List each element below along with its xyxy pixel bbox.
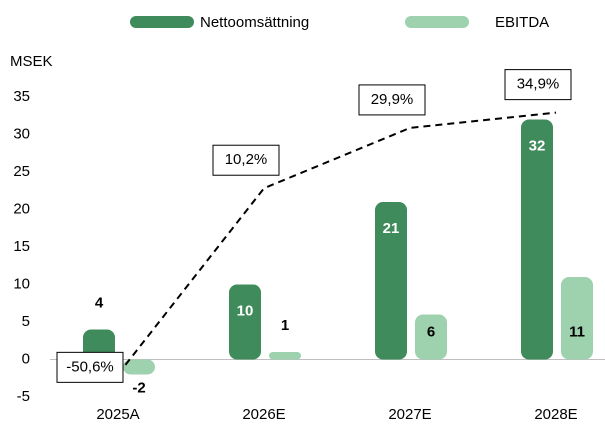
label-box bbox=[56, 351, 124, 383]
margin-label: 10,2% bbox=[225, 151, 268, 168]
margin-line bbox=[117, 111, 557, 375]
bar bbox=[123, 359, 155, 375]
legend-swatch bbox=[130, 16, 194, 28]
bar bbox=[269, 352, 301, 360]
data-label: 6 bbox=[427, 323, 435, 340]
label-box bbox=[358, 84, 426, 116]
x-tick-label: 2026E bbox=[242, 406, 285, 423]
bar bbox=[229, 284, 261, 360]
y-tick-label: 30 bbox=[13, 125, 30, 142]
y-tick-label: 0 bbox=[22, 350, 30, 367]
bar bbox=[561, 277, 593, 360]
margin-label: 29,9% bbox=[371, 91, 414, 108]
x-tick-label: 2027E bbox=[388, 406, 431, 423]
data-label: 4 bbox=[95, 294, 104, 311]
data-label: 32 bbox=[529, 137, 546, 154]
bar bbox=[415, 314, 447, 360]
label-box bbox=[212, 144, 280, 176]
margin-label: 34,9% bbox=[517, 76, 560, 93]
legend-label: Nettoomsättning bbox=[200, 14, 309, 31]
margin-label: -50,6% bbox=[66, 358, 114, 375]
y-tick-label: 25 bbox=[13, 163, 30, 180]
y-tick-label: 15 bbox=[13, 238, 30, 255]
y-tick-label: 20 bbox=[13, 200, 30, 217]
y-tick-label: 5 bbox=[22, 313, 30, 330]
x-tick-label: 2025A bbox=[96, 406, 139, 423]
y-tick-label: -5 bbox=[17, 388, 30, 405]
data-label: 11 bbox=[569, 323, 585, 340]
bar bbox=[375, 202, 407, 360]
data-label: 10 bbox=[237, 302, 254, 319]
x-tick-label: 2028E bbox=[534, 406, 577, 423]
legend-swatch bbox=[405, 16, 469, 28]
bar bbox=[521, 119, 553, 360]
y-tick-label: 35 bbox=[13, 88, 30, 105]
data-label: 21 bbox=[383, 220, 400, 237]
data-label: -2 bbox=[132, 379, 145, 396]
y-axis-label: MSEK bbox=[10, 53, 53, 70]
label-box bbox=[504, 69, 572, 101]
legend-label: EBITDA bbox=[495, 14, 549, 31]
y-tick-label: 10 bbox=[13, 275, 30, 292]
data-label: 1 bbox=[281, 317, 289, 334]
